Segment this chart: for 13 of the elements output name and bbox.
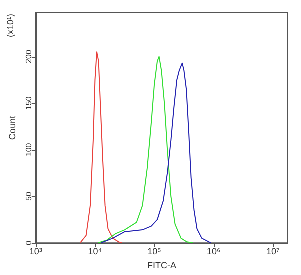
x-tick-label: 10⁵: [148, 246, 162, 257]
y-tick-label: 0: [24, 240, 34, 246]
y-tick-label: 200: [24, 50, 34, 64]
x-tick-label: 10⁷: [266, 246, 280, 257]
y-tick-label: 50: [24, 192, 34, 201]
x-tick-label: 10⁶: [206, 246, 222, 257]
y-axis-title: Count: [8, 116, 18, 140]
x-axis-title: FITC-A: [147, 260, 176, 270]
text: (x10¹): [6, 14, 16, 38]
y-tick-label: 150: [24, 96, 34, 110]
y-tick-label: 100: [24, 142, 34, 157]
x-tick-label: 10³: [29, 246, 42, 257]
x-tick-label: 10⁴: [88, 246, 102, 257]
